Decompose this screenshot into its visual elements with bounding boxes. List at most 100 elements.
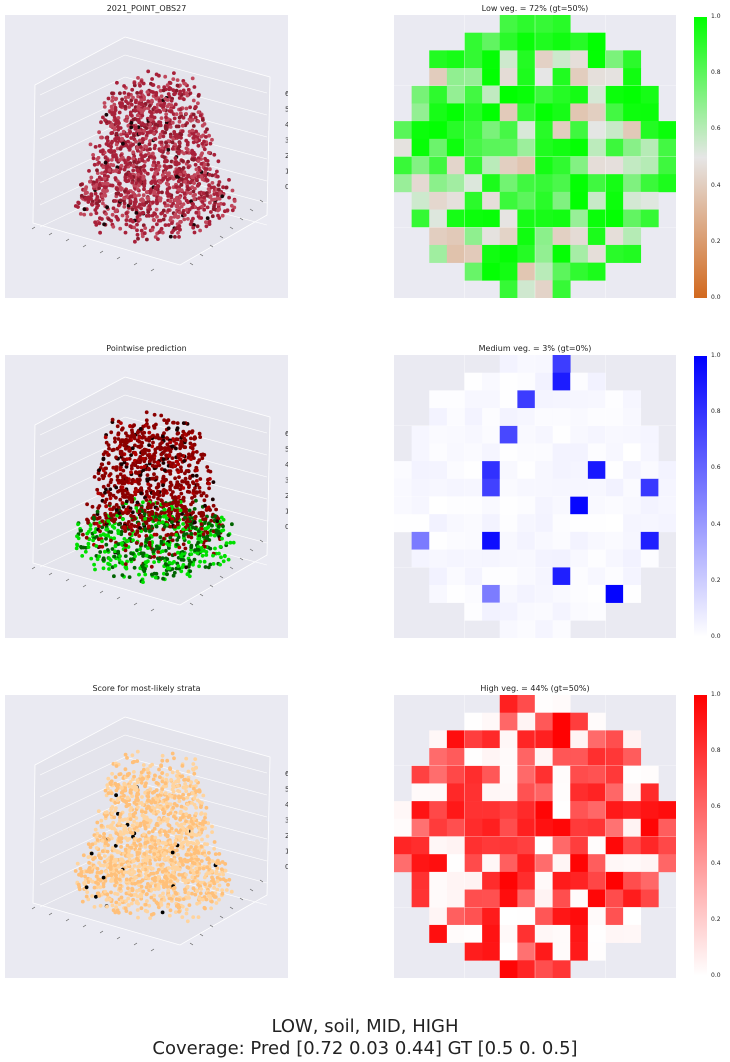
cloud-point — [91, 515, 96, 520]
cloud-point — [101, 115, 105, 120]
cloud-point — [117, 772, 122, 777]
cloud-point — [135, 889, 139, 893]
cloud-point — [133, 197, 138, 202]
cloud-point — [149, 887, 154, 892]
cloud-point — [203, 167, 208, 171]
cloud-point — [92, 184, 96, 189]
cloud-point — [194, 210, 199, 215]
cloud-point — [159, 149, 164, 154]
heatmap-cell — [394, 174, 412, 193]
cloud-point — [181, 115, 186, 120]
cloud-point — [124, 99, 128, 104]
cloud-point — [195, 879, 200, 884]
cloud-point — [144, 498, 149, 502]
heatmap-cell — [482, 227, 501, 246]
cloud-point — [137, 142, 142, 146]
cloud-point — [85, 531, 90, 536]
cloud-point — [176, 462, 181, 467]
cloud-point — [160, 499, 164, 503]
cloud-point — [116, 203, 121, 208]
cloud-point — [186, 87, 191, 92]
cloud-point — [173, 102, 178, 107]
cloud-point — [204, 536, 209, 541]
heatmap-cell — [482, 191, 501, 210]
heatmap-cell — [587, 244, 606, 263]
heatmap-cell — [394, 496, 412, 515]
cloud-point — [121, 141, 125, 146]
cloud-point — [97, 554, 101, 559]
cloud-point — [134, 875, 139, 880]
cloud-point — [176, 789, 180, 793]
cloud-point — [142, 430, 147, 435]
cloud-point — [162, 536, 166, 541]
z-tick-label: 6 — [285, 430, 288, 438]
cloud-point — [131, 142, 135, 147]
heatmap-cell — [552, 620, 571, 638]
cloud-point — [146, 774, 151, 779]
cloud-point — [213, 514, 218, 518]
cloud-point — [201, 191, 206, 196]
cloud-point — [177, 475, 181, 479]
heatmap-cell — [411, 443, 430, 462]
cloud-point — [171, 886, 176, 891]
cloud-point — [184, 911, 189, 916]
heatmap-cell — [446, 209, 465, 228]
cloud-point — [102, 222, 106, 227]
cloud-point — [143, 784, 148, 789]
cloud-point — [112, 505, 116, 510]
heatmap-cell — [464, 602, 483, 621]
axis-tick — [31, 906, 36, 910]
grid-line — [39, 734, 126, 776]
cloud-point — [174, 504, 179, 508]
cloud-point — [98, 903, 103, 908]
cloud-point — [180, 159, 185, 163]
cloud-point — [198, 559, 203, 564]
cloud-point — [97, 186, 101, 191]
cloud-point — [99, 120, 103, 125]
axis-tick — [199, 253, 204, 257]
cloud-point — [147, 830, 151, 835]
cloud-point — [160, 807, 165, 812]
heatmap-cell — [446, 68, 465, 87]
cloud-point — [165, 104, 170, 109]
cloud-point — [182, 170, 187, 175]
cloud-point — [194, 866, 199, 871]
grid-line — [39, 438, 126, 480]
cloud-point — [198, 113, 203, 118]
cloud-point — [149, 167, 154, 172]
cloud-point — [145, 806, 149, 811]
cloud-point — [135, 222, 139, 227]
cloud-point — [142, 95, 147, 100]
cloud-point — [197, 832, 202, 837]
cloud-point — [123, 189, 127, 194]
cloud-point — [85, 890, 90, 894]
cloud-point — [181, 202, 186, 207]
cloud-point — [119, 132, 123, 137]
cloud-point — [134, 181, 139, 186]
cloud-point — [95, 168, 99, 173]
cloud-point — [162, 468, 167, 473]
cloud-point — [167, 506, 172, 511]
cloud-point — [123, 847, 128, 852]
cloud-point — [173, 235, 177, 239]
heatmap-cell — [535, 567, 553, 586]
heatmap-cell — [623, 496, 642, 515]
heatmap-cell — [570, 156, 589, 175]
axis-tick — [82, 584, 87, 588]
cloud-point — [120, 453, 124, 457]
cloud-point — [177, 224, 182, 229]
heatmap-cell — [464, 514, 483, 533]
cloud-point — [120, 541, 124, 545]
colorbar-tick-label: 0.2 — [711, 237, 721, 245]
cloud-point — [199, 522, 204, 526]
cloud-point — [144, 815, 149, 820]
cloud-point — [169, 858, 174, 863]
cloud-point — [227, 178, 231, 182]
heatmap-cell — [535, 174, 553, 193]
cloud-point — [129, 121, 134, 125]
cloud-point — [118, 101, 122, 106]
cloud-point — [203, 853, 208, 858]
heatmap-cell — [587, 461, 606, 480]
cloud-point — [186, 159, 191, 164]
cloud-point — [135, 821, 140, 826]
